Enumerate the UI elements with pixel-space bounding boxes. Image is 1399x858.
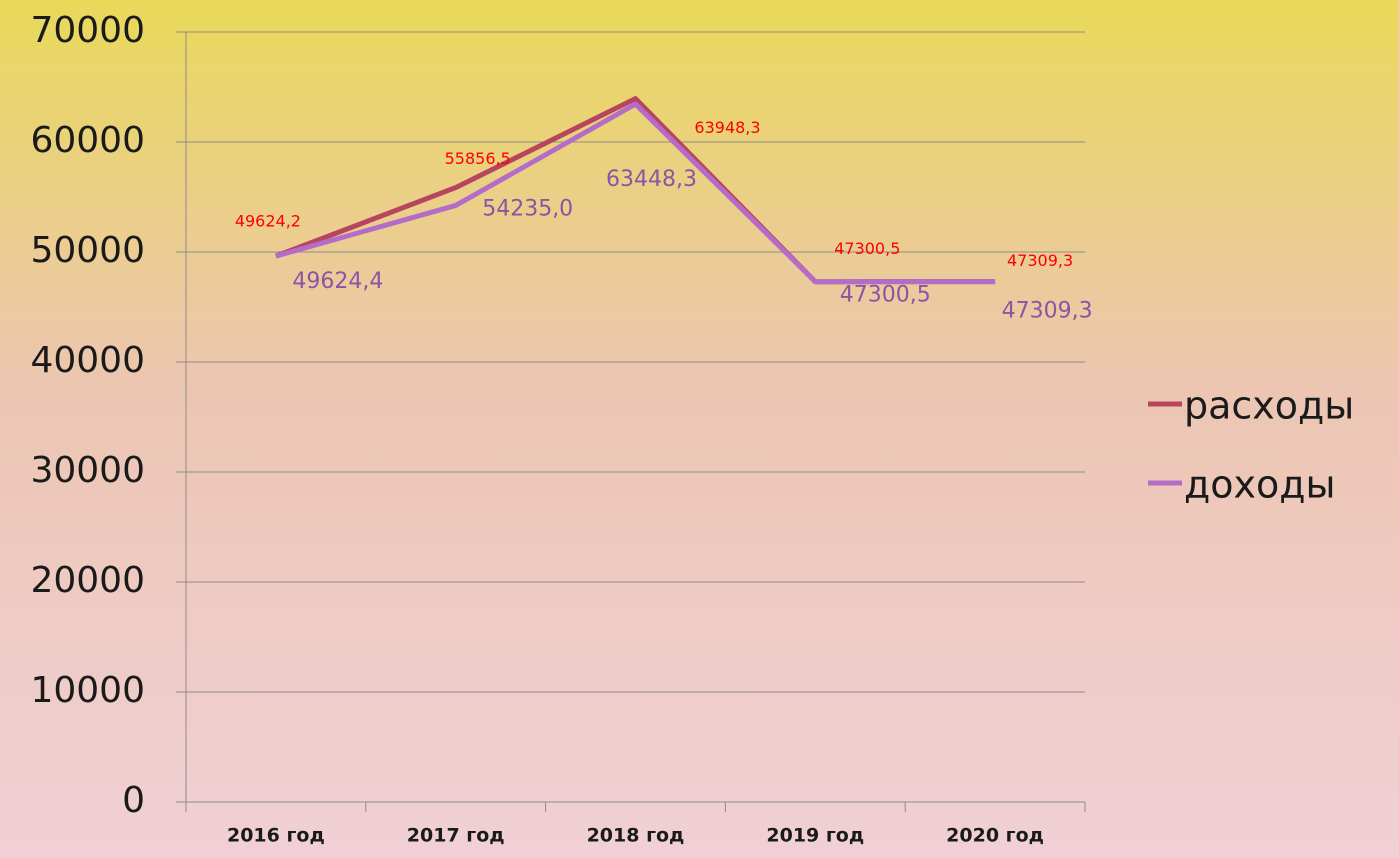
x-tick-label: 2018 год [587, 825, 685, 847]
data-label: 47309,3 [1002, 299, 1093, 324]
data-label: 49624,2 [235, 212, 301, 231]
legend-label: расходы [1184, 384, 1354, 428]
y-tick-label: 60000 [30, 120, 145, 161]
x-tick-label: 2019 год [766, 825, 864, 847]
y-tick-label: 40000 [30, 340, 145, 381]
legend-label: доходы [1184, 463, 1336, 507]
y-tick-label: 70000 [30, 10, 145, 51]
data-label: 49624,4 [292, 269, 383, 294]
y-tick-label: 0 [122, 780, 145, 821]
data-label: 54235,0 [482, 196, 573, 221]
y-tick-label: 30000 [30, 450, 145, 491]
data-label: 47300,5 [834, 239, 900, 258]
series-line [275, 101, 996, 285]
y-tick-label: 50000 [30, 230, 145, 271]
data-label: 63448,3 [606, 167, 697, 192]
data-label: 63948,3 [694, 118, 760, 137]
data-label: 55856,5 [445, 149, 511, 168]
data-label: 47309,3 [1007, 251, 1073, 270]
x-tick-label: 2016 год [227, 825, 325, 847]
data-label: 47300,5 [840, 283, 931, 308]
y-tick-label: 10000 [30, 670, 145, 711]
x-tick-label: 2017 год [407, 825, 505, 847]
x-tick-label: 2020 год [946, 825, 1044, 847]
y-tick-label: 20000 [30, 560, 145, 601]
